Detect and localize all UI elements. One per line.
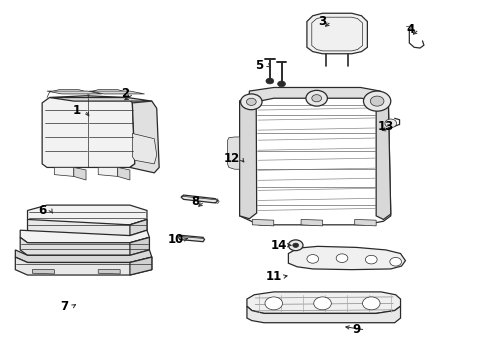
Circle shape (362, 297, 379, 310)
Polygon shape (288, 246, 405, 270)
Polygon shape (32, 270, 54, 274)
Polygon shape (98, 270, 120, 274)
Circle shape (288, 240, 303, 251)
Text: 4: 4 (406, 23, 413, 36)
Text: 8: 8 (191, 195, 200, 208)
Circle shape (292, 243, 298, 247)
Text: 14: 14 (270, 239, 286, 252)
Text: 10: 10 (168, 233, 184, 246)
Polygon shape (354, 220, 375, 226)
Polygon shape (49, 98, 152, 101)
Polygon shape (27, 220, 147, 235)
Circle shape (389, 257, 401, 266)
Polygon shape (130, 220, 147, 235)
Polygon shape (74, 167, 86, 180)
Text: 7: 7 (60, 300, 68, 313)
Polygon shape (249, 87, 385, 102)
Polygon shape (227, 137, 239, 169)
Polygon shape (20, 230, 149, 243)
Circle shape (365, 255, 376, 264)
Polygon shape (301, 220, 322, 226)
Polygon shape (130, 237, 149, 255)
Circle shape (369, 96, 383, 106)
Text: 9: 9 (352, 323, 360, 336)
Circle shape (306, 255, 318, 263)
Circle shape (363, 91, 390, 111)
Circle shape (311, 95, 321, 102)
Polygon shape (42, 96, 135, 167)
Polygon shape (375, 94, 390, 220)
Text: 13: 13 (377, 120, 393, 133)
Circle shape (384, 119, 396, 128)
Circle shape (265, 78, 273, 84)
Polygon shape (178, 235, 204, 242)
Polygon shape (246, 306, 400, 323)
Polygon shape (47, 91, 102, 94)
Polygon shape (130, 101, 159, 173)
Circle shape (277, 81, 285, 87)
Polygon shape (89, 91, 144, 94)
Polygon shape (239, 90, 390, 225)
Text: 6: 6 (38, 204, 46, 217)
Polygon shape (306, 13, 366, 54)
Text: 5: 5 (254, 59, 263, 72)
Text: 1: 1 (72, 104, 80, 117)
Polygon shape (239, 98, 256, 219)
Circle shape (305, 90, 327, 106)
Polygon shape (54, 167, 74, 176)
Text: 12: 12 (224, 152, 240, 165)
Polygon shape (15, 250, 152, 262)
Polygon shape (27, 205, 147, 225)
Polygon shape (181, 195, 217, 203)
Circle shape (335, 254, 347, 262)
Text: 2: 2 (121, 87, 129, 100)
Polygon shape (98, 167, 118, 176)
Polygon shape (252, 220, 273, 226)
Polygon shape (118, 167, 130, 180)
Polygon shape (15, 257, 152, 275)
Text: 11: 11 (265, 270, 281, 283)
Circle shape (264, 297, 282, 310)
Polygon shape (20, 237, 149, 255)
Circle shape (246, 98, 256, 105)
Circle shape (313, 297, 330, 310)
Circle shape (240, 94, 262, 110)
Text: 3: 3 (318, 15, 326, 28)
Polygon shape (246, 292, 400, 314)
Polygon shape (132, 134, 157, 164)
Polygon shape (130, 257, 152, 275)
